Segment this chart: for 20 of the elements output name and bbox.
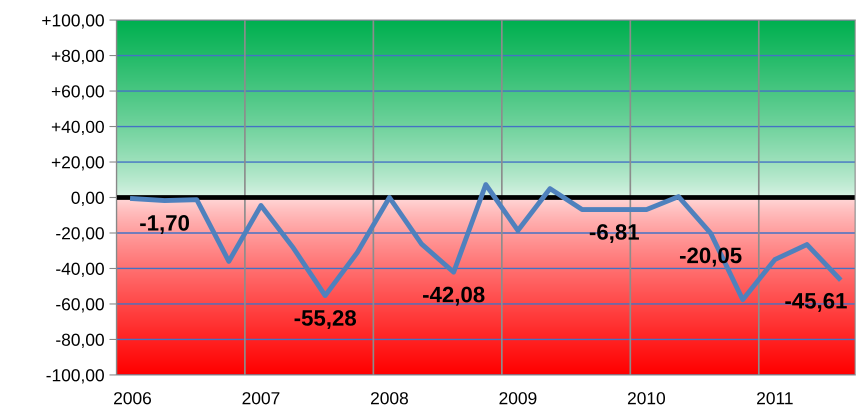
x-tick-label: 2010 xyxy=(628,392,666,404)
x-tick-label: 2006 xyxy=(114,392,152,404)
x-tick-label: 2007 xyxy=(242,392,280,404)
y-tick-label: -40,00 xyxy=(56,262,104,277)
y-tick-label: +80,00 xyxy=(52,50,104,64)
x-tick-label: 2011 xyxy=(757,392,793,404)
data-label: -1,70 xyxy=(140,214,190,234)
y-tick-label: +60,00 xyxy=(52,85,104,100)
y-tick-label: +100,00 xyxy=(42,14,104,29)
y-tick-label: -20,00 xyxy=(56,227,104,242)
y-tick-label: -100,00 xyxy=(46,369,104,384)
data-label: -42,08 xyxy=(423,286,484,306)
y-tick-label: +40,00 xyxy=(52,120,104,136)
data-label: -55,28 xyxy=(294,310,356,330)
y-tick-label: +20,00 xyxy=(52,156,104,171)
y-tick-label: -60,00 xyxy=(56,298,104,312)
x-tick-label: 2008 xyxy=(370,392,408,404)
x-tick-label: 2009 xyxy=(499,392,536,404)
y-tick-label: -80,00 xyxy=(56,334,104,348)
y-tick-label: 0,00 xyxy=(72,192,104,206)
